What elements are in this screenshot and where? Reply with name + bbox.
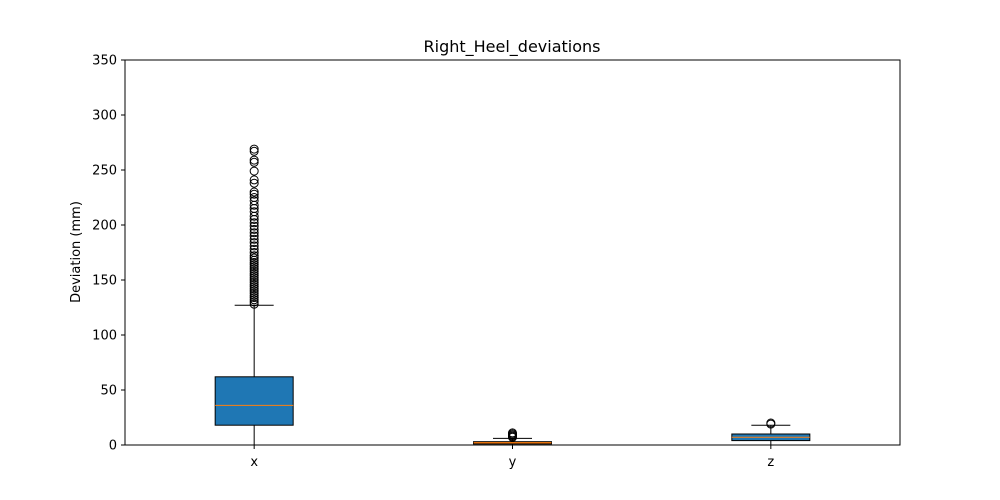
- y-tick-label: 300: [92, 109, 117, 124]
- outlier-point: [249, 253, 259, 263]
- outlier-point: [249, 264, 259, 274]
- y-tick-label: 200: [92, 219, 117, 234]
- outlier-point: [249, 144, 259, 154]
- outlier-point: [249, 221, 259, 231]
- outlier-point: [249, 262, 259, 272]
- outlier-point: [249, 277, 259, 287]
- outlier-point: [249, 189, 259, 199]
- outlier-point: [249, 228, 259, 238]
- x-tick-label: x: [250, 455, 258, 470]
- outlier-point: [249, 224, 259, 234]
- box-x: [214, 376, 294, 426]
- outlier-point: [249, 266, 259, 276]
- outlier-point: [249, 234, 259, 244]
- chart-title: Right_Heel_deviations: [424, 37, 601, 57]
- outlier-point: [249, 286, 259, 296]
- outlier-point: [249, 293, 259, 303]
- outlier-point: [249, 271, 259, 281]
- outlier-point: [508, 428, 517, 438]
- outlier-point: [249, 238, 259, 248]
- outlier-point: [766, 418, 776, 428]
- outlier-point: [249, 295, 259, 305]
- outlier-point: [249, 248, 259, 257]
- outlier-point: [249, 290, 259, 300]
- outlier-point: [249, 284, 259, 294]
- outlier-point: [249, 273, 259, 283]
- outlier-point: [249, 244, 259, 254]
- x-tick-label: z: [767, 455, 774, 470]
- y-axis-label: Deviation (mm): [69, 201, 84, 303]
- outlier-point: [249, 178, 259, 188]
- outlier-point: [249, 166, 259, 176]
- outlier-point: [249, 155, 259, 165]
- y-tick-label: 0: [109, 439, 117, 454]
- outlier-point: [249, 207, 259, 217]
- outlier-point: [249, 241, 259, 251]
- outlier-point: [249, 299, 259, 309]
- outlier-point: [249, 279, 259, 289]
- outlier-point: [249, 218, 259, 228]
- outlier-point: [249, 275, 259, 285]
- outlier-point: [249, 187, 259, 197]
- outlier-point: [249, 288, 259, 298]
- outlier-point: [249, 268, 259, 278]
- outlier-point: [249, 257, 259, 267]
- y-tick-label: 100: [92, 329, 117, 344]
- plot-area: 0 50 100 150 200 250 300 350 x y z: [92, 54, 811, 470]
- outlier-point: [249, 231, 259, 241]
- outlier-point: [249, 175, 259, 185]
- outlier-point: [249, 193, 259, 202]
- outlier-point: [249, 157, 259, 167]
- y-tick-label: 250: [92, 164, 117, 179]
- y-tick-label: 150: [92, 274, 117, 289]
- outlier-point: [249, 196, 259, 206]
- y-tick-label: 350: [92, 54, 117, 69]
- outlier-point: [249, 251, 259, 261]
- outlier-point: [249, 146, 259, 156]
- axes-frame: [124, 59, 901, 446]
- outlier-point: [249, 260, 259, 270]
- y-tick-label: 50: [100, 384, 117, 399]
- outlier-point: [249, 297, 259, 307]
- outlier-point: [249, 282, 259, 292]
- x-tick-label: y: [509, 455, 517, 470]
